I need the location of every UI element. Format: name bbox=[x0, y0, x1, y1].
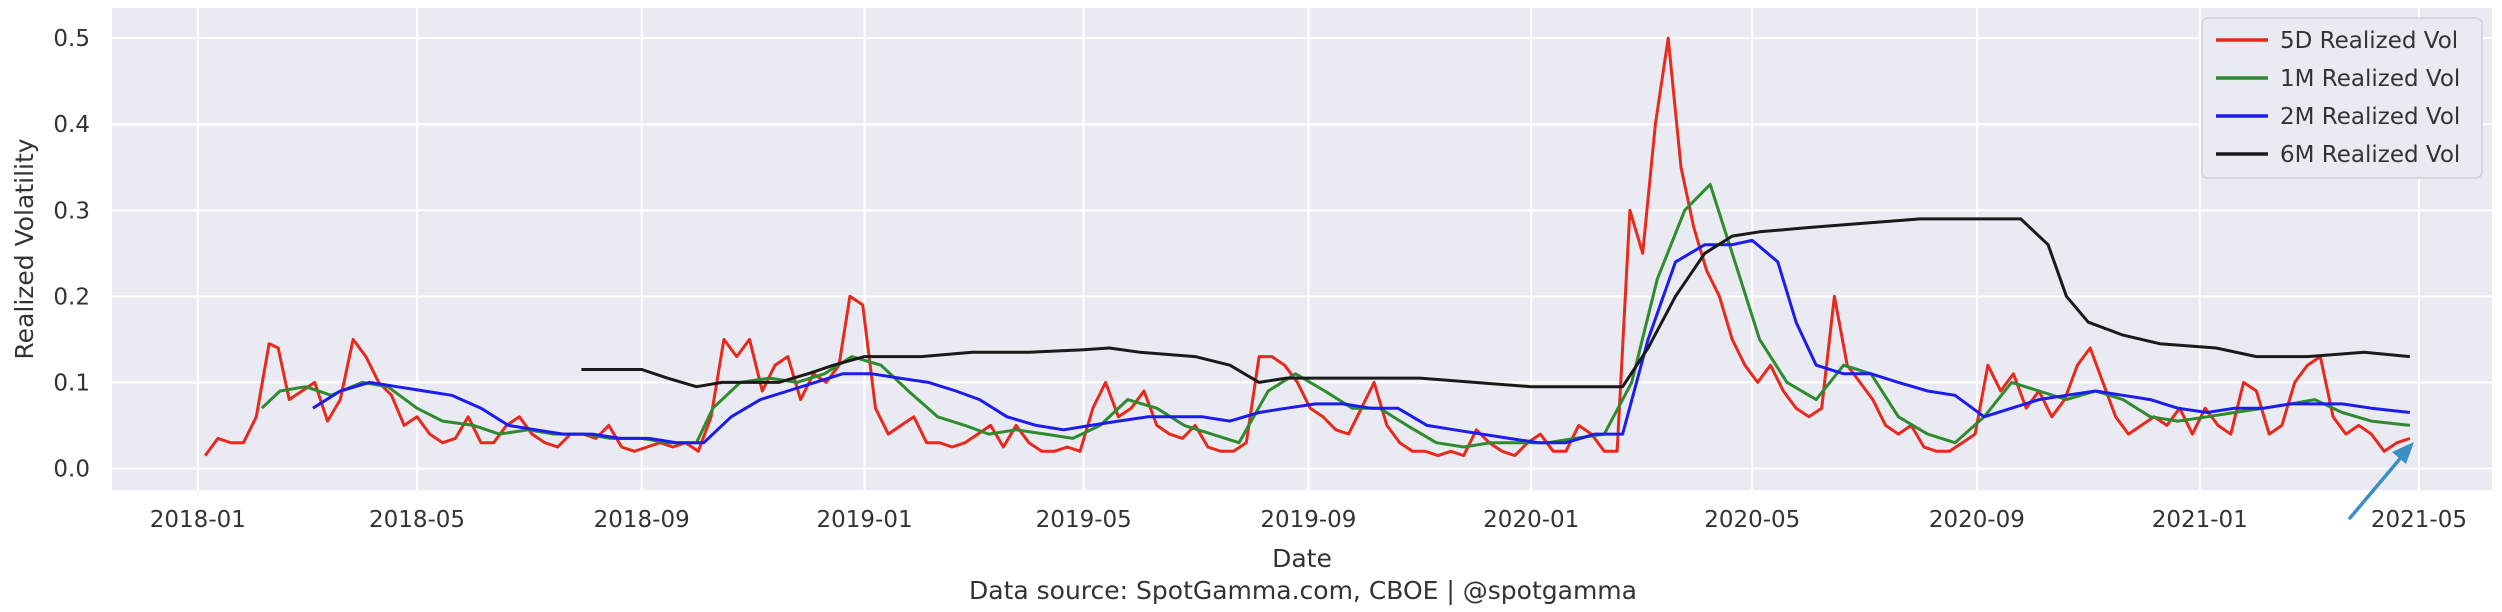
y-tick-label: 0.1 bbox=[53, 370, 90, 396]
x-tick-label: 2020-01 bbox=[1483, 507, 1579, 533]
x-tick-label: 2019-09 bbox=[1260, 507, 1356, 533]
x-axis-label: Date bbox=[1272, 544, 1332, 573]
arrow-shaft bbox=[2348, 452, 2406, 520]
grid-lines bbox=[112, 8, 2492, 490]
x-axis-ticks: 2018-01 2018-05 2018-09 2019-01 2019-05 2019-… bbox=[150, 507, 2467, 533]
x-tick-label: 2020-09 bbox=[1929, 507, 2025, 533]
legend-box bbox=[2201, 17, 2483, 179]
data-source-caption: Data source: SpotGamma.com, CBOE | @spot… bbox=[969, 576, 1637, 605]
legend-entry: 5D Realized Vol bbox=[2280, 28, 2458, 54]
x-tick-label: 2018-01 bbox=[150, 507, 246, 533]
y-axis-ticks: 0.0 0.1 0.2 0.3 0.4 0.5 bbox=[53, 26, 90, 482]
x-tick-label: 2018-05 bbox=[369, 507, 465, 533]
y-tick-label: 0.0 bbox=[53, 456, 90, 482]
y-tick-label: 0.4 bbox=[53, 112, 90, 138]
y-axis-label: Realized Volatility bbox=[10, 138, 39, 359]
y-tick-label: 0.2 bbox=[53, 284, 90, 310]
x-tick-label: 2020-05 bbox=[1704, 507, 1800, 533]
series-lines bbox=[203, 36, 2411, 458]
x-tick-label: 2018-09 bbox=[594, 507, 690, 533]
plot-area bbox=[112, 8, 2492, 490]
y-tick-label: 0.5 bbox=[53, 26, 90, 52]
legend-entry: 1M Realized Vol bbox=[2280, 66, 2460, 92]
y-tick-label: 0.3 bbox=[53, 198, 90, 224]
x-tick-label: 2019-01 bbox=[816, 507, 912, 533]
legend-entry: 6M Realized Vol bbox=[2280, 142, 2460, 168]
series-line bbox=[312, 238, 2410, 445]
x-tick-label: 2019-05 bbox=[1036, 507, 1132, 533]
series-line bbox=[203, 36, 2411, 458]
x-tick-label: 2021-05 bbox=[2371, 507, 2467, 533]
annotation-arrow-icon bbox=[2348, 442, 2414, 520]
legend-entry: 2M Realized Vol bbox=[2280, 104, 2460, 130]
arrow-head bbox=[2392, 442, 2414, 464]
x-tick-label: 2021-01 bbox=[2152, 507, 2248, 533]
series-line bbox=[581, 217, 2410, 389]
legend: 5D Realized Vol 1M Realized Vol 2M Realize… bbox=[2201, 17, 2483, 179]
